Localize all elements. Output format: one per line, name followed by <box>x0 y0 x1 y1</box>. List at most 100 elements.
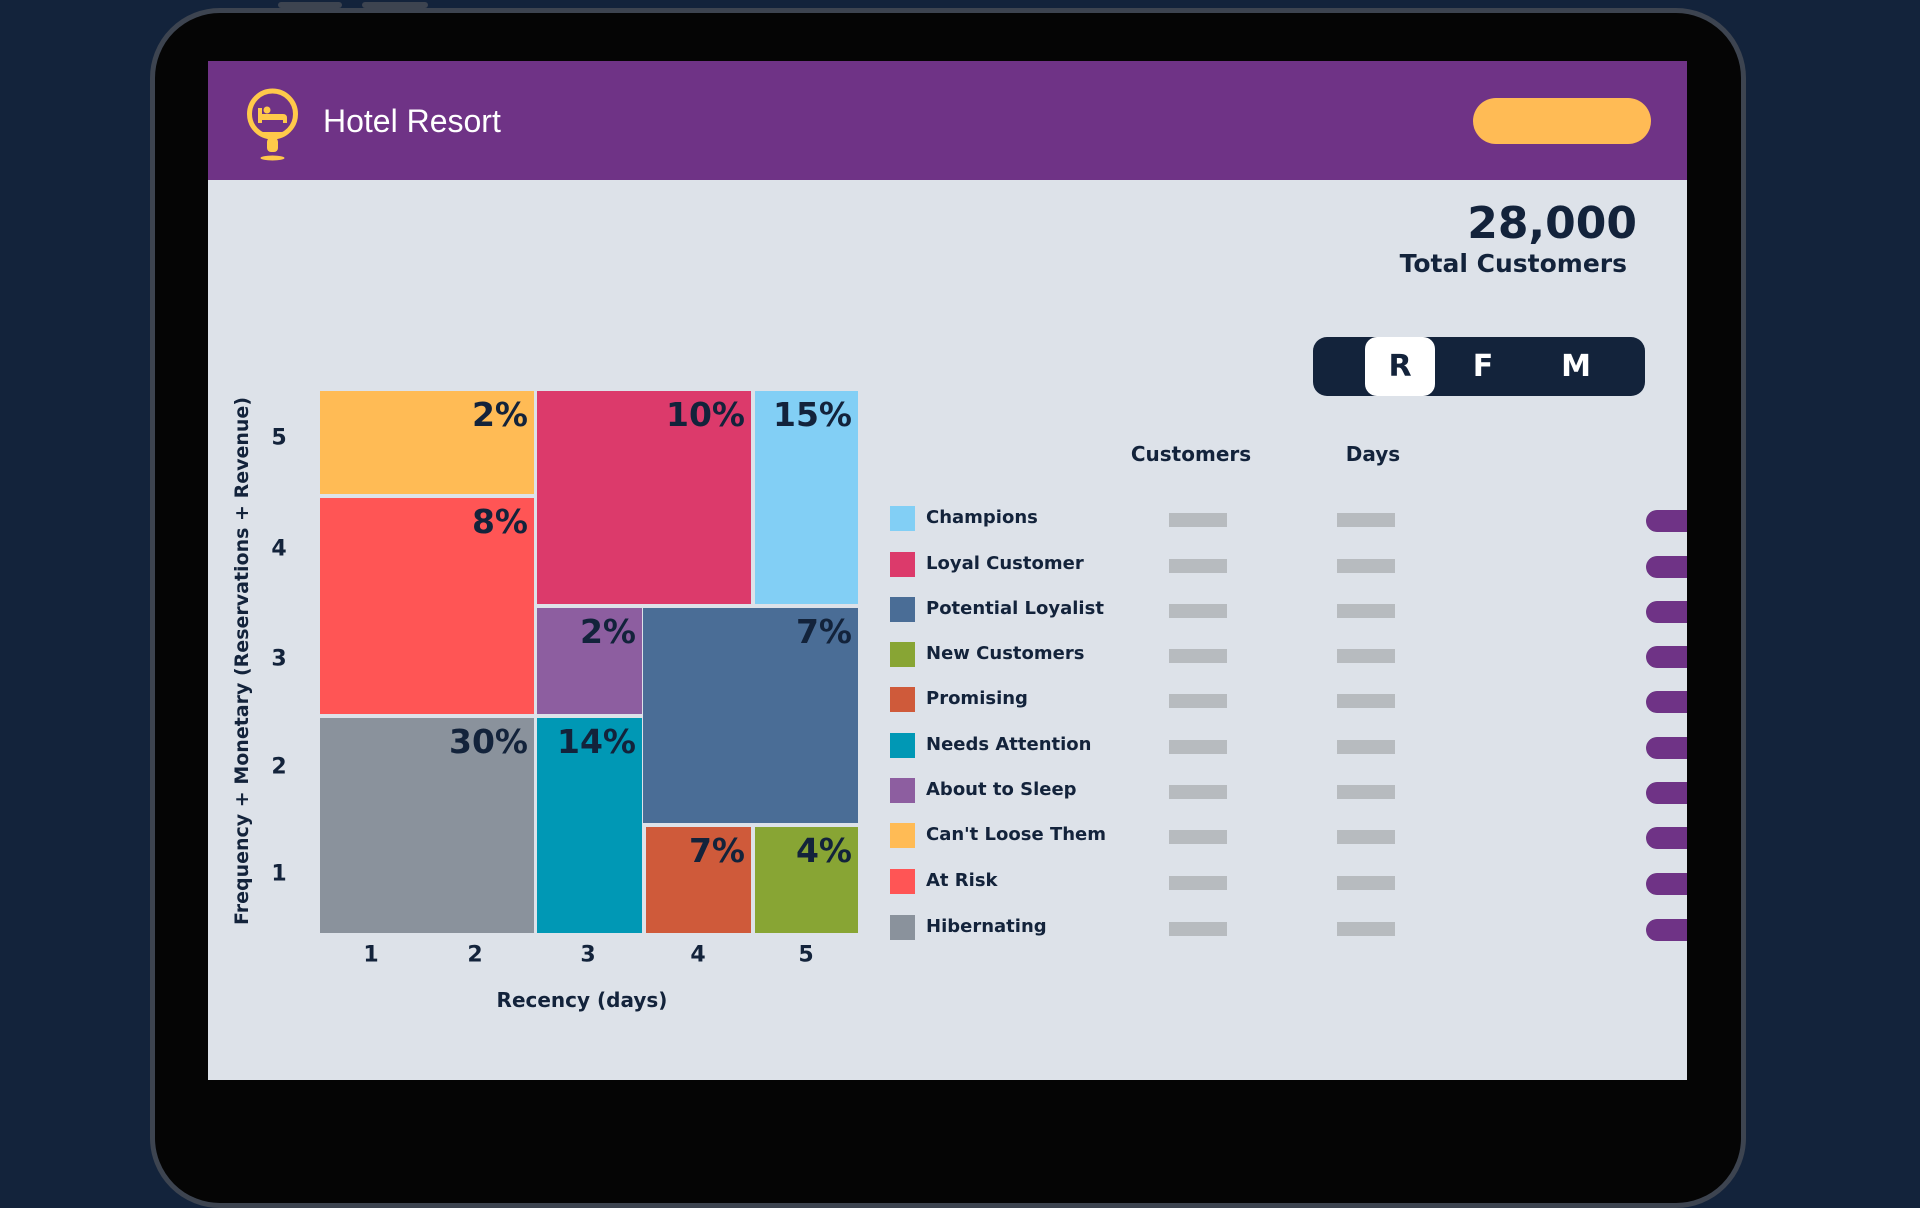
hotel-bed-pin-icon <box>247 88 298 161</box>
grid-cell-new-customers[interactable]: 4% <box>755 827 858 933</box>
segment-progress-bar <box>1646 646 1687 668</box>
toggle-r[interactable]: R <box>1365 337 1435 396</box>
y-tick: 1 <box>271 861 287 887</box>
legend-label: About to Sleep <box>926 779 1077 800</box>
legend-row: About to Sleep <box>890 775 1687 805</box>
legend-swatch <box>890 642 915 667</box>
total-customers: 28,000 Total Customers <box>1400 198 1637 279</box>
y-axis-label: Frequency + Monetary (Reservations + Rev… <box>231 396 253 926</box>
cell-percent-label: 2% <box>471 395 528 434</box>
legend-swatch <box>890 915 915 940</box>
grid-cell-champions[interactable]: 15% <box>755 391 858 604</box>
customers-value-placeholder <box>1169 604 1227 618</box>
segment-progress-bar <box>1646 919 1687 941</box>
legend-row: At Risk <box>890 866 1687 896</box>
grid-cell-at-risk[interactable]: 8% <box>320 498 534 714</box>
legend-swatch <box>890 597 915 622</box>
progress-fill <box>1646 691 1687 713</box>
legend-row: Needs Attention <box>890 730 1687 760</box>
app-header: Hotel Resort <box>208 61 1687 180</box>
grid-cell-about-to-sleep[interactable]: 2% <box>537 608 642 714</box>
legend-label: New Customers <box>926 643 1085 664</box>
legend-row: New Customers <box>890 639 1687 669</box>
legend-label: At Risk <box>926 870 998 891</box>
x-tick: 4 <box>690 942 706 968</box>
cell-percent-label: 7% <box>795 612 852 651</box>
segment-progress-bar <box>1646 782 1687 804</box>
progress-fill <box>1646 601 1687 623</box>
x-tick: 5 <box>798 942 814 968</box>
legend-swatch <box>890 869 915 894</box>
segment-progress-bar <box>1646 601 1687 623</box>
cell-percent-label: 7% <box>688 831 745 870</box>
customers-value-placeholder <box>1169 649 1227 663</box>
customers-value-placeholder <box>1169 876 1227 890</box>
days-value-placeholder <box>1337 922 1395 936</box>
legend-row: Can't Loose Them <box>890 820 1687 850</box>
days-column-header: Days <box>1345 442 1401 466</box>
progress-fill <box>1646 737 1687 759</box>
customers-value-placeholder <box>1169 830 1227 844</box>
app-screen: Hotel Resort 28,000 Total Customers R F … <box>208 61 1687 1080</box>
legend-swatch <box>890 733 915 758</box>
days-value-placeholder <box>1337 513 1395 527</box>
grid-cell-loyal-customer[interactable]: 10% <box>537 391 751 604</box>
legend-label: Promising <box>926 688 1028 709</box>
segment-progress-bar <box>1646 827 1687 849</box>
legend-swatch <box>890 687 915 712</box>
legend-row: Champions <box>890 503 1687 533</box>
grid-cell-potential-loyalist[interactable]: 7% <box>643 608 858 823</box>
x-tick: 1 <box>363 942 379 968</box>
days-value-placeholder <box>1337 830 1395 844</box>
segment-progress-bar <box>1646 556 1687 578</box>
grid-cell-can-t-loose-them[interactable]: 2% <box>320 391 534 494</box>
progress-fill <box>1646 782 1687 804</box>
legend-row: Promising <box>890 684 1687 714</box>
legend-swatch <box>890 506 915 531</box>
customers-value-placeholder <box>1169 559 1227 573</box>
segment-progress-bar <box>1646 873 1687 895</box>
cell-percent-label: 15% <box>773 395 852 434</box>
legend-label: Loyal Customer <box>926 553 1084 574</box>
x-tick: 2 <box>467 942 483 968</box>
legend-label: Can't Loose Them <box>926 824 1106 845</box>
app-title: Hotel Resort <box>323 103 501 139</box>
customers-column-header: Customers <box>1130 442 1252 466</box>
legend-label: Needs Attention <box>926 734 1092 755</box>
legend-label: Hibernating <box>926 916 1047 937</box>
legend-swatch <box>890 823 915 848</box>
legend-row: Hibernating <box>890 912 1687 942</box>
days-value-placeholder <box>1337 649 1395 663</box>
header-action-button[interactable] <box>1473 98 1651 144</box>
days-value-placeholder <box>1337 604 1395 618</box>
segment-progress-bar <box>1646 737 1687 759</box>
legend-row: Potential Loyalist <box>890 594 1687 624</box>
grid-cell-promising[interactable]: 7% <box>646 827 751 933</box>
cell-percent-label: 30% <box>449 722 528 761</box>
legend-row: Loyal Customer <box>890 549 1687 579</box>
tablet-button <box>362 2 428 8</box>
x-axis-label: Recency (days) <box>496 988 668 1012</box>
legend-label: Potential Loyalist <box>926 598 1104 619</box>
days-value-placeholder <box>1337 559 1395 573</box>
cell-percent-label: 10% <box>666 395 745 434</box>
cell-percent-label: 4% <box>795 831 852 870</box>
rfm-toggle: R F M <box>1313 337 1645 396</box>
days-value-placeholder <box>1337 694 1395 708</box>
days-value-placeholder <box>1337 785 1395 799</box>
toggle-f[interactable]: F <box>1472 349 1494 384</box>
grid-cell-needs-attention[interactable]: 14% <box>537 718 642 933</box>
customers-value-placeholder <box>1169 740 1227 754</box>
days-value-placeholder <box>1337 876 1395 890</box>
toggle-m[interactable]: M <box>1561 349 1591 384</box>
grid-cell-hibernating[interactable]: 30% <box>320 718 534 933</box>
total-customers-value: 28,000 <box>1467 198 1637 249</box>
days-value-placeholder <box>1337 740 1395 754</box>
progress-fill <box>1646 556 1687 578</box>
legend-swatch <box>890 552 915 577</box>
y-tick: 3 <box>271 646 287 672</box>
progress-fill <box>1646 646 1687 668</box>
y-tick: 5 <box>271 425 287 451</box>
tablet-button <box>278 2 342 8</box>
progress-fill <box>1646 510 1687 532</box>
